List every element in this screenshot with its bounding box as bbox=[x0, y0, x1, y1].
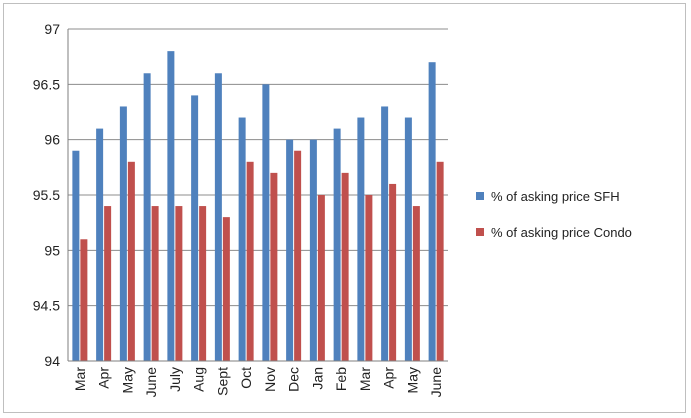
bar-condo bbox=[341, 172, 349, 361]
bar-sfh bbox=[238, 117, 246, 362]
y-tick-label: 94 bbox=[44, 353, 60, 369]
x-axis-labels: Mar Apr May June July Aug Sept Oct Nov Dec Jan Feb M… bbox=[72, 367, 444, 398]
x-tick-label: July bbox=[167, 367, 183, 392]
bar-sfh bbox=[72, 150, 80, 361]
bar-sfh bbox=[191, 95, 199, 362]
bar-sfh bbox=[96, 128, 104, 361]
y-tick-label: 96 bbox=[44, 132, 60, 148]
x-tick-label: Dec bbox=[286, 367, 302, 392]
bar-sfh bbox=[428, 62, 436, 361]
legend-label: % of asking price SFH bbox=[491, 189, 620, 204]
bar-condo bbox=[412, 206, 420, 361]
x-tick-label: May bbox=[119, 367, 135, 393]
x-tick-label: Apr bbox=[381, 367, 397, 389]
x-tick-label: June bbox=[428, 367, 444, 398]
x-tick-label: June bbox=[143, 367, 159, 398]
y-axis-labels: 94 94.5 95 95.5 96 96.5 97 bbox=[33, 21, 60, 369]
x-tick-label: Apr bbox=[96, 367, 112, 389]
bar-sfh bbox=[404, 117, 412, 362]
y-tick-label: 97 bbox=[44, 21, 60, 37]
x-tick-label: Jan bbox=[309, 367, 325, 390]
bars bbox=[72, 51, 444, 362]
bar-condo bbox=[246, 161, 254, 361]
legend-label: % of asking price Condo bbox=[491, 225, 632, 240]
bar-condo bbox=[436, 161, 444, 361]
bar-condo bbox=[175, 206, 183, 361]
bar-sfh bbox=[214, 73, 222, 362]
bar-sfh bbox=[143, 73, 151, 362]
legend-swatch bbox=[476, 228, 484, 236]
bar-sfh bbox=[286, 139, 294, 361]
x-tick-label: Sept bbox=[214, 367, 230, 396]
bar-condo bbox=[294, 150, 302, 361]
x-tick-label: May bbox=[404, 367, 420, 393]
x-tick-label: Aug bbox=[191, 367, 207, 392]
bar-sfh bbox=[119, 106, 127, 361]
bar-condo bbox=[199, 206, 207, 361]
bar-condo bbox=[80, 239, 88, 361]
y-tick-label: 95.5 bbox=[33, 187, 60, 203]
x-tick-label: Feb bbox=[333, 367, 349, 391]
x-tick-label: Mar bbox=[72, 367, 88, 391]
bar-sfh bbox=[309, 139, 317, 361]
bar-sfh bbox=[357, 117, 365, 362]
bar-condo bbox=[127, 161, 135, 361]
bar-sfh bbox=[333, 128, 341, 361]
bar-condo bbox=[222, 217, 230, 361]
bar-condo bbox=[389, 183, 397, 361]
y-tick-label: 94.5 bbox=[33, 298, 60, 314]
legend-swatch bbox=[476, 192, 484, 200]
x-tick-label: Nov bbox=[262, 367, 278, 392]
bar-condo bbox=[104, 206, 112, 361]
bar-sfh bbox=[262, 84, 270, 361]
bar-sfh bbox=[381, 106, 389, 361]
bar-condo bbox=[270, 172, 278, 361]
x-tick-label: Mar bbox=[357, 367, 373, 391]
y-tick-label: 95 bbox=[44, 242, 60, 258]
bar-condo bbox=[365, 195, 373, 361]
x-tick-label: Oct bbox=[238, 367, 254, 389]
bar-condo bbox=[151, 206, 159, 361]
bar-sfh bbox=[167, 51, 175, 362]
y-tick-label: 96.5 bbox=[33, 76, 60, 92]
legend: % of asking price SFH % of asking price C… bbox=[476, 189, 632, 240]
bar-condo bbox=[317, 195, 325, 361]
